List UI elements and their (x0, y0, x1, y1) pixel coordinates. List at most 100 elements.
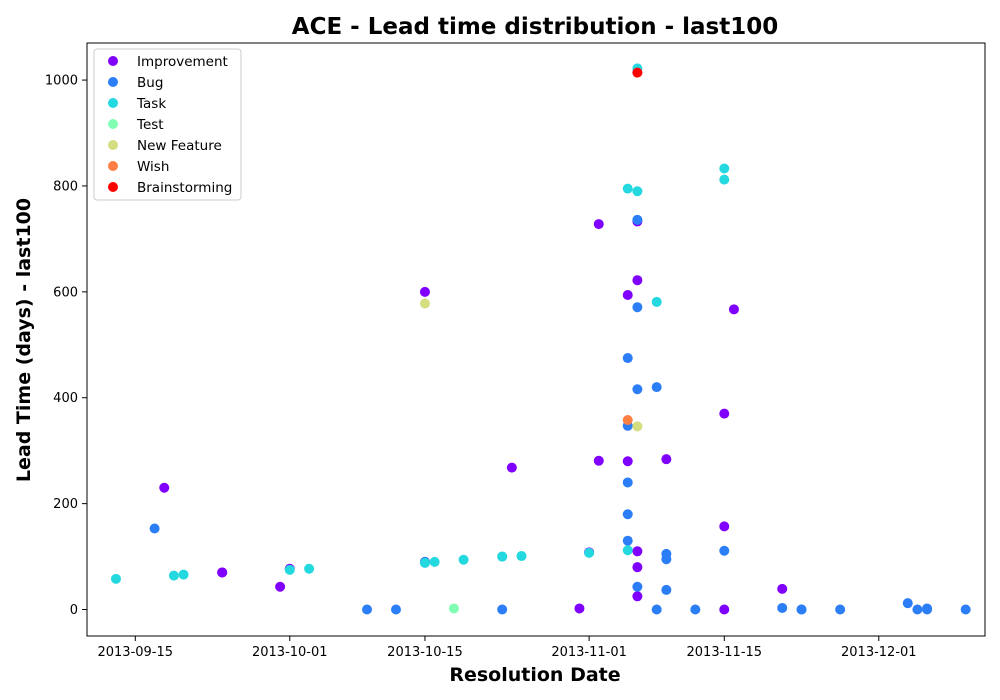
point-bug (390, 604, 401, 615)
point-improvement (719, 521, 730, 532)
legend-label-brainstorming: Brainstorming (137, 180, 232, 196)
legend-label-wish: Wish (137, 159, 169, 175)
point-improvement (661, 454, 672, 465)
x-tick-label: 2013-09-15 (97, 645, 173, 660)
legend-marker-new-feature (108, 140, 118, 150)
y-tick-label: 0 (70, 603, 78, 618)
point-bug (902, 598, 913, 609)
point-improvement (574, 603, 585, 614)
point-bug (719, 545, 730, 556)
point-task (168, 570, 179, 581)
legend: Improvement Bug Task Test New Feature Wish Bra… (93, 48, 242, 201)
legend-marker-wish (108, 161, 118, 171)
point-new-feature (632, 421, 643, 432)
x-tick-label: 2013-11-15 (687, 645, 763, 660)
y-tick-label: 400 (53, 391, 78, 406)
point-task (651, 296, 662, 307)
point-bug (632, 384, 643, 395)
point-bug (661, 584, 672, 595)
point-improvement (632, 275, 643, 286)
point-improvement (622, 456, 633, 467)
y-tick-label: 200 (53, 497, 78, 512)
x-tick-label: 2013-10-15 (387, 645, 463, 660)
legend-marker-task (108, 98, 118, 108)
point-task (429, 556, 440, 567)
point-bug (796, 604, 807, 615)
point-task (497, 551, 508, 562)
point-bug (622, 509, 633, 520)
point-task (622, 183, 633, 194)
point-improvement (777, 583, 788, 594)
point-task (622, 545, 633, 556)
point-task (719, 174, 730, 185)
point-test (448, 603, 459, 614)
legend-marker-improvement (108, 56, 118, 66)
legend-marker-test (108, 119, 118, 129)
point-task (304, 563, 315, 574)
legend-label-new-feature: New Feature (137, 138, 222, 154)
y-axis-ticks: 0 200 400 600 800 1000 (45, 74, 87, 618)
point-bug (622, 353, 633, 364)
point-improvement (593, 455, 604, 466)
point-improvement (719, 604, 730, 615)
x-axis-label: Resolution Date (449, 664, 620, 686)
point-bug (632, 581, 643, 592)
data-points (110, 63, 971, 615)
point-improvement (159, 482, 170, 493)
plot-area-frame (86, 42, 986, 637)
legend-label-bug: Bug (137, 75, 163, 91)
point-task (110, 573, 121, 584)
point-bug (651, 382, 662, 393)
point-task (419, 557, 430, 568)
point-improvement (632, 562, 643, 573)
legend-label-task: Task (136, 96, 166, 112)
legend-marker-brainstorming (108, 182, 118, 192)
point-bug (922, 604, 933, 615)
point-bug (912, 604, 923, 615)
point-bug (497, 604, 508, 615)
point-task (719, 163, 730, 174)
point-bug (690, 604, 701, 615)
point-brainstorming (632, 67, 643, 78)
point-bug (651, 604, 662, 615)
y-tick-label: 600 (53, 285, 78, 300)
x-tick-label: 2013-10-01 (252, 645, 328, 660)
y-tick-label: 800 (53, 179, 78, 194)
point-bug (632, 302, 643, 313)
point-task (284, 564, 295, 575)
legend-label-improvement: Improvement (137, 54, 228, 70)
x-tick-label: 2013-12-01 (841, 645, 917, 660)
point-bug (622, 535, 633, 546)
point-bug (632, 214, 643, 225)
point-improvement (622, 290, 633, 301)
legend-marker-bug (108, 77, 118, 87)
point-improvement (632, 591, 643, 602)
point-improvement (419, 286, 430, 297)
point-task (632, 186, 643, 197)
point-improvement (217, 567, 228, 578)
point-bug (777, 602, 788, 613)
legend-frame (93, 48, 242, 201)
point-task (516, 551, 527, 562)
point-bug (835, 604, 846, 615)
point-improvement (719, 408, 730, 419)
y-tick-label: 1000 (45, 74, 78, 89)
point-bug (661, 554, 672, 565)
x-axis-ticks: 2013-09-15 2013-10-01 2013-10-15 2013-11-01… (97, 636, 917, 660)
point-improvement (275, 581, 286, 592)
point-improvement (728, 304, 739, 315)
point-bug (622, 477, 633, 488)
point-bug (149, 523, 160, 534)
point-improvement (506, 462, 517, 473)
point-task (178, 569, 189, 580)
x-tick-label: 2013-11-01 (551, 645, 627, 660)
chart-title: ACE - Lead time distribution - last100 (292, 14, 778, 40)
point-new-feature (419, 298, 430, 309)
point-wish (622, 414, 633, 425)
point-improvement (593, 219, 604, 230)
point-bug (362, 604, 373, 615)
point-improvement (632, 546, 643, 557)
point-task (584, 547, 595, 558)
point-task (458, 554, 469, 565)
